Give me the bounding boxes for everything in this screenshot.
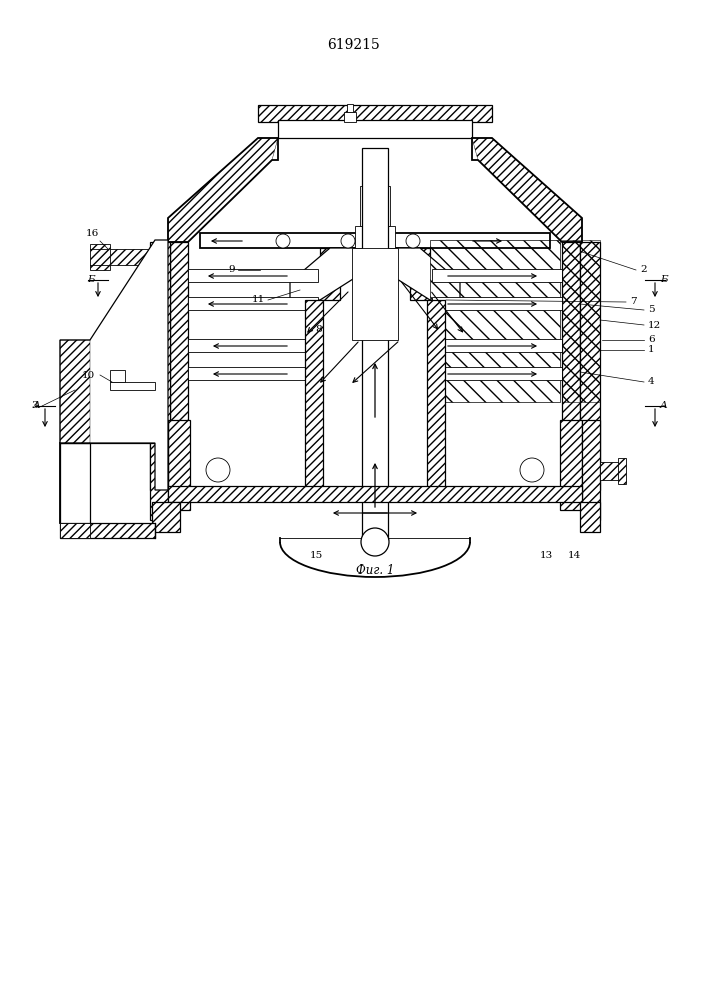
Bar: [580, 242, 600, 490]
Polygon shape: [472, 138, 582, 242]
Circle shape: [406, 234, 420, 248]
Bar: [150, 420, 168, 520]
Text: 10: 10: [82, 370, 95, 379]
Bar: [60, 523, 155, 538]
Text: А: А: [32, 401, 40, 410]
Bar: [560, 420, 582, 510]
Bar: [618, 458, 626, 484]
Circle shape: [361, 528, 389, 556]
Bar: [188, 269, 318, 282]
Bar: [600, 462, 622, 480]
Bar: [200, 233, 550, 248]
Text: 12: 12: [648, 320, 661, 330]
Bar: [60, 443, 90, 523]
Bar: [580, 502, 600, 532]
Polygon shape: [60, 240, 168, 490]
Bar: [305, 300, 323, 490]
Text: 13: 13: [540, 550, 554, 560]
Polygon shape: [290, 248, 460, 300]
Text: 8: 8: [315, 326, 322, 334]
Text: Б: Б: [88, 275, 95, 284]
Bar: [347, 104, 353, 112]
Text: 15: 15: [310, 550, 323, 560]
Bar: [432, 297, 562, 310]
Bar: [110, 382, 155, 390]
Text: Фиг. 1: Фиг. 1: [356, 564, 395, 576]
Bar: [60, 523, 90, 538]
Bar: [582, 420, 600, 520]
Bar: [432, 339, 562, 352]
Text: 5: 5: [648, 306, 655, 314]
Text: 16: 16: [86, 230, 98, 238]
Text: 11: 11: [252, 296, 265, 304]
Bar: [152, 502, 180, 532]
Polygon shape: [168, 138, 278, 242]
Bar: [188, 339, 318, 352]
Bar: [278, 120, 472, 138]
Bar: [344, 112, 356, 122]
Bar: [320, 248, 340, 300]
Bar: [410, 248, 430, 300]
Text: 14: 14: [568, 550, 581, 560]
Bar: [432, 367, 562, 380]
Text: 1: 1: [648, 346, 655, 355]
Circle shape: [341, 234, 355, 248]
Bar: [110, 370, 125, 382]
Bar: [562, 242, 580, 470]
Bar: [168, 420, 190, 510]
Bar: [168, 486, 582, 502]
Text: Б: Б: [660, 275, 667, 284]
Bar: [150, 242, 170, 490]
Text: 619215: 619215: [327, 38, 380, 52]
Bar: [188, 367, 318, 380]
Text: 7: 7: [630, 298, 636, 306]
Text: 4: 4: [648, 377, 655, 386]
Circle shape: [206, 458, 230, 482]
Bar: [170, 242, 188, 470]
Text: 2: 2: [640, 265, 647, 274]
Text: А: А: [660, 401, 668, 410]
Bar: [432, 269, 562, 282]
Bar: [360, 186, 390, 226]
Bar: [427, 300, 445, 490]
Text: 3: 3: [31, 401, 38, 410]
Bar: [352, 248, 398, 340]
Text: 6: 6: [648, 336, 655, 344]
Bar: [362, 148, 388, 540]
Circle shape: [276, 234, 290, 248]
Text: 9: 9: [228, 265, 235, 274]
Bar: [258, 105, 492, 122]
Bar: [108, 249, 156, 265]
Bar: [90, 244, 110, 270]
Bar: [355, 226, 395, 248]
Circle shape: [520, 458, 544, 482]
Bar: [188, 297, 318, 310]
